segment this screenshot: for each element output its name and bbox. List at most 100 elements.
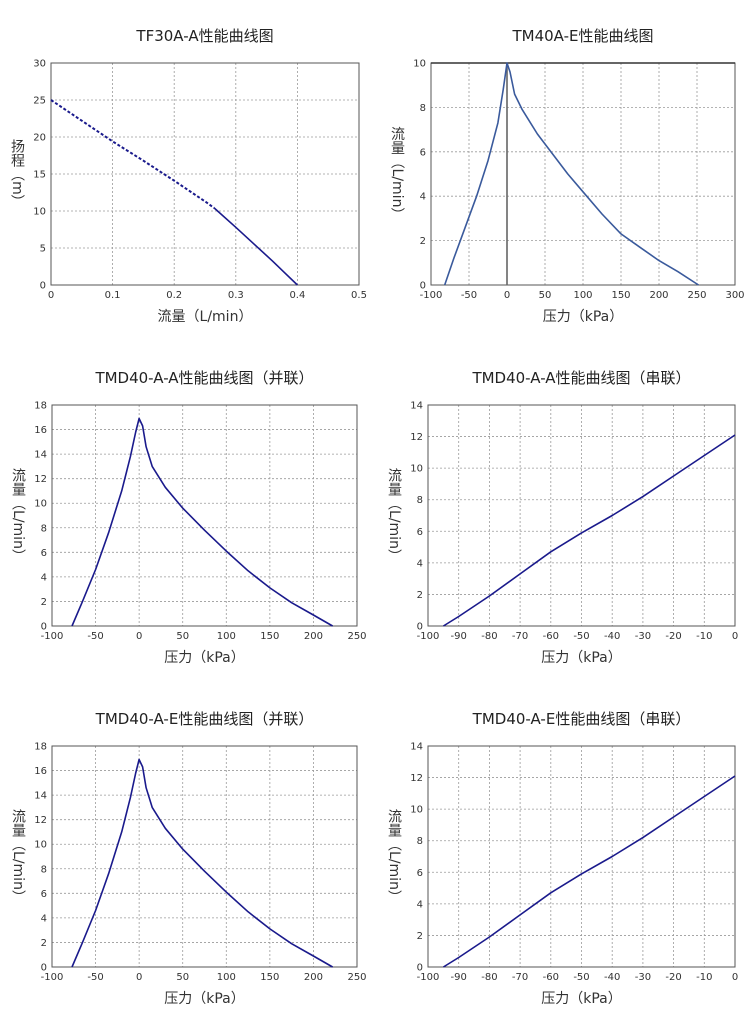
y-tick-label: 2 <box>417 590 423 601</box>
y-axis-label: 流量（L/min） <box>10 468 26 563</box>
series-line <box>443 62 699 286</box>
x-tick-label: 0 <box>732 972 738 983</box>
x-tick-label: -30 <box>635 631 651 642</box>
x-tick-label: 100 <box>573 290 592 301</box>
y-tick-label: 4 <box>41 913 47 924</box>
x-tick-label: 0.5 <box>351 290 367 301</box>
x-tick-label: -50 <box>87 972 103 983</box>
x-tick-label: -100 <box>417 972 440 983</box>
y-tick-label: 4 <box>417 558 423 569</box>
y-tick-label: 6 <box>417 527 423 538</box>
series-line <box>213 207 298 286</box>
chart-title: TF30A-A性能曲线图 <box>135 27 273 45</box>
y-tick-label: 10 <box>34 499 47 510</box>
chart-1: TF30A-A性能曲线图 0 0.1 0.2 0.3 0.4 0.5 0 5 10 15 20 25 30… <box>9 27 367 325</box>
x-tick-label: 200 <box>304 631 323 642</box>
chart-title: TMD40-A-A性能曲线图（串联） <box>471 369 690 387</box>
x-tick-label: 0.1 <box>105 290 121 301</box>
series-line <box>442 434 736 627</box>
x-tick-label: 0 <box>136 631 142 642</box>
plot-frame <box>51 745 358 968</box>
x-tick-label: 0.4 <box>289 290 305 301</box>
y-tick-label: 0 <box>40 281 46 292</box>
y-tick-label: 0 <box>41 963 47 974</box>
y-tick-label: 12 <box>410 773 423 784</box>
y-tick-label: 14 <box>410 401 423 412</box>
y-tick-label: 8 <box>420 103 426 114</box>
series-line <box>71 758 333 968</box>
x-axis-label: 流量（L/min） <box>158 309 253 325</box>
x-tick-label: 0 <box>136 972 142 983</box>
x-tick-label: -50 <box>573 972 589 983</box>
chart-title: TMD40-A-A性能曲线图（并联） <box>94 369 313 387</box>
chart-2: TM40A-E性能曲线图 -100 -50 0 50 100 150 200 250 300 0 2 4… <box>389 27 745 325</box>
x-tick-label: -70 <box>512 972 528 983</box>
y-tick-label: 8 <box>417 836 423 847</box>
y-tick-label: 10 <box>34 840 47 851</box>
x-tick-label: 0 <box>504 290 510 301</box>
x-tick-label: -90 <box>451 972 467 983</box>
x-tick-label: -30 <box>635 972 651 983</box>
x-tick-label: -100 <box>420 290 443 301</box>
y-tick-label: 10 <box>33 207 46 218</box>
x-tick-label: -90 <box>451 631 467 642</box>
y-axis-label: 扬程（m） <box>9 139 25 209</box>
x-tick-label: 200 <box>649 290 668 301</box>
series-line-dashed <box>50 99 215 209</box>
chart-title: TM40A-E性能曲线图 <box>511 27 653 45</box>
y-tick-label: 8 <box>41 864 47 875</box>
x-axis-label: 压力（kPa） <box>543 309 624 325</box>
x-tick-label: 0 <box>732 631 738 642</box>
x-tick-label: -50 <box>87 631 103 642</box>
y-tick-label: 14 <box>410 742 423 753</box>
x-tick-label: -80 <box>481 972 497 983</box>
y-tick-label: 16 <box>34 766 47 777</box>
x-tick-label: 200 <box>304 972 323 983</box>
x-tick-label: -100 <box>417 631 440 642</box>
plot-frame <box>50 62 360 286</box>
x-tick-label: 100 <box>217 631 236 642</box>
y-tick-label: 12 <box>34 815 47 826</box>
y-tick-label: 12 <box>410 432 423 443</box>
x-tick-label: -60 <box>543 631 559 642</box>
x-tick-label: -50 <box>461 290 477 301</box>
chart-4: TMD40-A-A性能曲线图（串联）-100 -90 -80 -70 -60 -50 -40… <box>386 369 738 666</box>
y-tick-label: 10 <box>413 59 426 70</box>
x-tick-label: 0.2 <box>166 290 182 301</box>
x-tick-label: 250 <box>347 972 366 983</box>
y-tick-label: 2 <box>420 236 426 247</box>
x-tick-label: -50 <box>573 631 589 642</box>
y-tick-label: 15 <box>33 170 46 181</box>
y-axis-label: 流量（L/min） <box>386 468 402 563</box>
y-tick-label: 6 <box>41 889 47 900</box>
chart-5: TMD40-A-E性能曲线图（并联）-100 -50 0 50 100 150 200 250… <box>10 710 367 1007</box>
x-tick-label: -80 <box>481 631 497 642</box>
x-axis-label: 压力（kPa） <box>164 991 245 1007</box>
series-line <box>71 417 333 627</box>
y-tick-label: 30 <box>33 59 46 70</box>
x-axis-label: 压力（kPa） <box>164 650 245 666</box>
y-tick-label: 2 <box>41 938 47 949</box>
x-tick-label: 100 <box>217 972 236 983</box>
y-tick-label: 10 <box>410 464 423 475</box>
y-tick-label: 4 <box>420 192 426 203</box>
y-tick-label: 6 <box>420 147 426 158</box>
x-tick-label: 300 <box>725 290 744 301</box>
x-tick-label: -60 <box>543 972 559 983</box>
y-tick-label: 6 <box>417 868 423 879</box>
chart-title: TMD40-A-E性能曲线图（并联） <box>95 710 314 728</box>
chart-3: TMD40-A-A性能曲线图（并联）-100 -50 0 50 100 150 200 250… <box>10 369 367 666</box>
y-tick-label: 6 <box>41 548 47 559</box>
plot-frame <box>51 404 358 627</box>
y-tick-label: 16 <box>34 425 47 436</box>
y-tick-label: 18 <box>34 742 47 753</box>
series-line <box>442 775 736 968</box>
y-axis-label: 流量（L/min） <box>10 809 26 904</box>
x-tick-label: -20 <box>665 631 681 642</box>
y-tick-label: 8 <box>41 523 47 534</box>
x-tick-label: -40 <box>604 631 620 642</box>
x-tick-label: 0 <box>48 290 54 301</box>
x-tick-label: -20 <box>665 972 681 983</box>
y-tick-label: 2 <box>41 597 47 608</box>
